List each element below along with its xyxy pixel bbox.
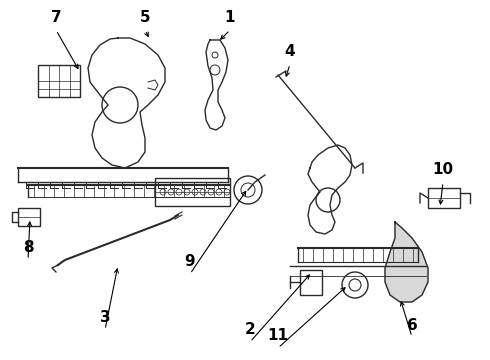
Bar — [428, 188, 460, 208]
Text: 1: 1 — [225, 10, 235, 26]
Polygon shape — [385, 222, 428, 302]
Text: 10: 10 — [433, 162, 454, 177]
Bar — [38, 65, 80, 97]
Text: 3: 3 — [99, 310, 110, 325]
Text: 6: 6 — [407, 318, 417, 333]
Text: 9: 9 — [185, 255, 196, 270]
Bar — [155, 178, 230, 206]
Text: 5: 5 — [140, 10, 150, 26]
Text: 8: 8 — [23, 240, 33, 256]
Text: 2: 2 — [245, 323, 255, 338]
Text: 11: 11 — [268, 328, 289, 343]
Bar — [300, 270, 322, 295]
Bar — [18, 208, 40, 226]
Text: 4: 4 — [285, 45, 295, 59]
Text: 7: 7 — [50, 10, 61, 26]
